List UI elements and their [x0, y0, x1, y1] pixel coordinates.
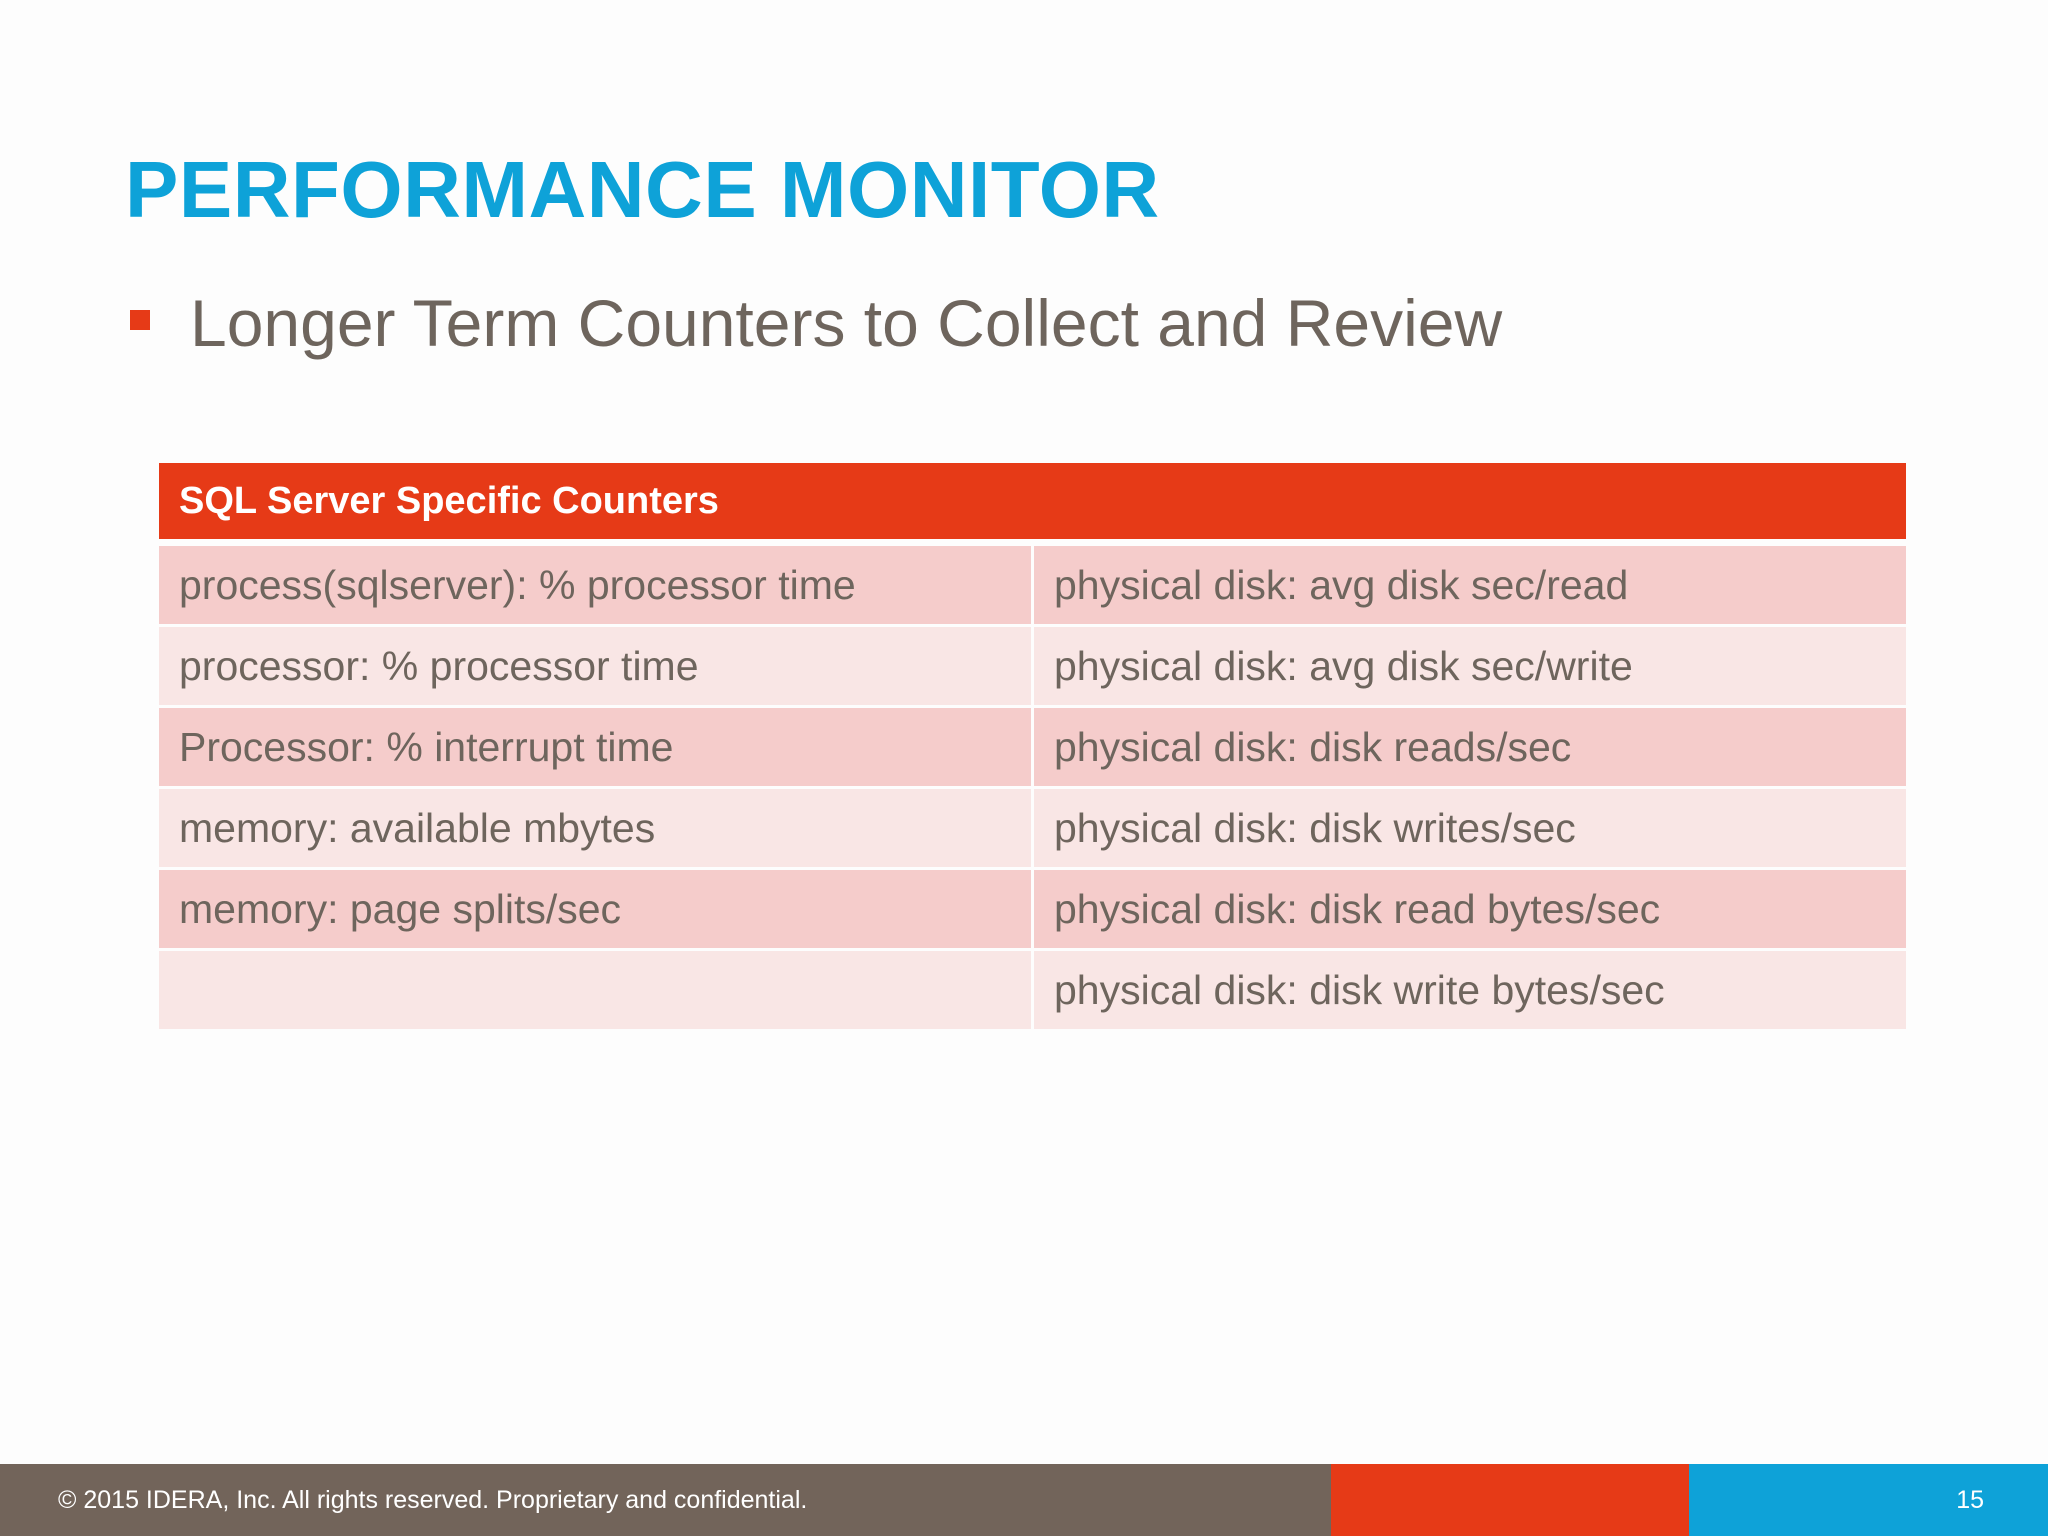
table-cell-left: memory: available mbytes — [159, 789, 1031, 867]
table-cell-right: physical disk: disk read bytes/sec — [1034, 870, 1906, 948]
table-row: memory: available mbytes physical disk: … — [159, 789, 1906, 867]
table-header: SQL Server Specific Counters — [159, 463, 1906, 539]
table-cell-right: physical disk: avg disk sec/read — [1034, 546, 1906, 624]
table-cell-right: physical disk: disk reads/sec — [1034, 708, 1906, 786]
table-row: process(sqlserver): % processor time phy… — [159, 546, 1906, 624]
table-cell-left: Processor: % interrupt time — [159, 708, 1031, 786]
copyright-text: © 2015 IDERA, Inc. All rights reserved. … — [0, 1464, 1331, 1536]
table-cell-left — [159, 951, 1031, 1029]
table-body: process(sqlserver): % processor time phy… — [159, 546, 1906, 1029]
table-cell-left: memory: page splits/sec — [159, 870, 1031, 948]
page-number: 15 — [1689, 1464, 2048, 1536]
table-cell-right: physical disk: avg disk sec/write — [1034, 627, 1906, 705]
footer-accent-bar — [1331, 1464, 1689, 1536]
table-row: processor: % processor time physical dis… — [159, 627, 1906, 705]
counters-table: SQL Server Specific Counters process(sql… — [159, 463, 1906, 1032]
slide-footer: © 2015 IDERA, Inc. All rights reserved. … — [0, 1464, 2048, 1536]
table-cell-left: processor: % processor time — [159, 627, 1031, 705]
table-row: memory: page splits/sec physical disk: d… — [159, 870, 1906, 948]
table-cell-right: physical disk: disk write bytes/sec — [1034, 951, 1906, 1029]
table-row: physical disk: disk write bytes/sec — [159, 951, 1906, 1029]
bullet-square-icon — [130, 310, 150, 330]
bullet-item: Longer Term Counters to Collect and Revi… — [130, 290, 1502, 356]
bullet-text: Longer Term Counters to Collect and Revi… — [190, 286, 1503, 360]
table-cell-right: physical disk: disk writes/sec — [1034, 789, 1906, 867]
table-row: Processor: % interrupt time physical dis… — [159, 708, 1906, 786]
table-cell-left: process(sqlserver): % processor time — [159, 546, 1031, 624]
slide-title: PERFORMANCE MONITOR — [125, 145, 1160, 234]
